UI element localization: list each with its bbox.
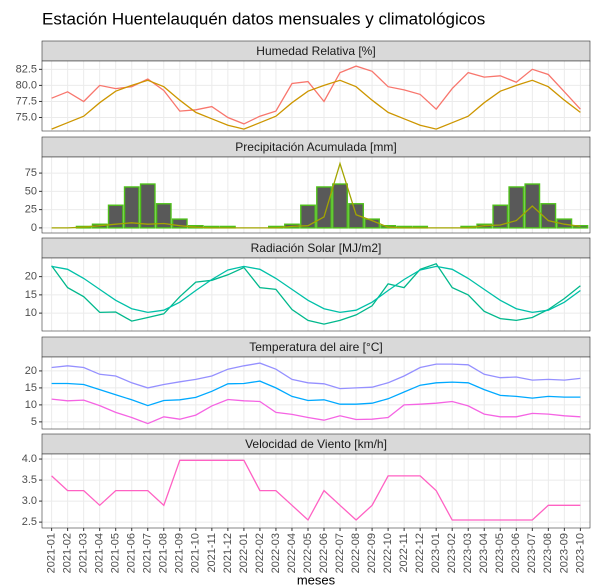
x-tick-label: 2022-01 bbox=[238, 533, 250, 573]
panel-border bbox=[41, 453, 591, 529]
x-tick-label: 2022-10 bbox=[382, 533, 394, 573]
panel-border bbox=[41, 60, 591, 132]
bar bbox=[107, 204, 124, 229]
x-tick-label: 2023-08 bbox=[542, 533, 554, 573]
x-tick-label: 2022-02 bbox=[254, 533, 266, 573]
x-tick-label: 2023-01 bbox=[430, 533, 442, 573]
x-tick-label: 2021-04 bbox=[94, 533, 106, 573]
y-tick-label: 82.5 bbox=[16, 63, 37, 75]
line bbox=[51, 161, 581, 229]
panel-title: Precipitación Acumulada [mm] bbox=[235, 140, 396, 154]
x-tick-label: 2023-10 bbox=[574, 533, 586, 573]
x-axis-label: meses bbox=[297, 572, 336, 587]
y-tick-label: 10 bbox=[25, 307, 37, 319]
y-tick-label: 15 bbox=[25, 289, 37, 301]
x-tick-label: 2022-11 bbox=[398, 533, 410, 573]
x-tick-label: 2023-06 bbox=[510, 533, 522, 573]
y-tick-label: 20 bbox=[25, 271, 37, 283]
x-tick-label: 2021-08 bbox=[158, 533, 170, 573]
x-tick-label: 2021-10 bbox=[190, 533, 202, 573]
bar bbox=[332, 183, 348, 229]
line bbox=[51, 398, 581, 425]
panel-title: Radiación Solar [MJ/m2] bbox=[251, 241, 382, 255]
x-tick-label: 2022-09 bbox=[366, 533, 378, 573]
line bbox=[51, 263, 581, 325]
bar bbox=[171, 218, 188, 229]
x-tick-label: 2021-02 bbox=[62, 533, 74, 573]
x-tick-label: 2022-05 bbox=[302, 533, 314, 573]
x-tick-label: 2023-07 bbox=[526, 533, 538, 573]
x-tick-label: 2021-09 bbox=[174, 533, 186, 573]
bar bbox=[155, 203, 172, 229]
x-tick-label: 2022-04 bbox=[286, 533, 298, 573]
x-tick-label: 2022-08 bbox=[350, 533, 362, 573]
panel-title: Velocidad de Viento [km/h] bbox=[245, 437, 387, 451]
line bbox=[51, 79, 581, 130]
panel-border bbox=[41, 257, 591, 332]
y-tick-label: 75 bbox=[25, 167, 37, 179]
x-tick-label: 2021-01 bbox=[46, 533, 58, 573]
x-tick-label: 2021-06 bbox=[126, 533, 138, 573]
y-tick-label: 3.0 bbox=[22, 495, 37, 507]
x-tick-label: 2023-09 bbox=[558, 533, 570, 573]
x-tick-label: 2021-11 bbox=[206, 533, 218, 573]
panel-title: Temperatura del aire [°C] bbox=[249, 340, 383, 354]
x-tick-label: 2022-07 bbox=[334, 533, 346, 573]
bar bbox=[139, 183, 156, 229]
y-tick-label: 5 bbox=[31, 416, 37, 428]
y-tick-label: 77.5 bbox=[16, 95, 37, 107]
panel-title: Humedad Relativa [%] bbox=[256, 44, 375, 58]
line bbox=[51, 459, 581, 522]
bar bbox=[316, 186, 332, 229]
x-tick-label: 2023-05 bbox=[494, 533, 506, 573]
panel-border bbox=[41, 156, 591, 234]
y-tick-label: 25 bbox=[25, 204, 37, 216]
line bbox=[51, 380, 581, 407]
bar bbox=[348, 203, 364, 229]
y-tick-label: 0 bbox=[31, 222, 37, 234]
bar bbox=[556, 218, 573, 229]
x-tick-label: 2021-07 bbox=[142, 533, 154, 573]
x-tick-label: 2021-03 bbox=[78, 533, 90, 573]
y-tick-label: 50 bbox=[25, 185, 37, 197]
x-tick-label: 2021-12 bbox=[222, 533, 234, 573]
y-tick-label: 20 bbox=[25, 365, 37, 377]
y-tick-label: 2.5 bbox=[22, 516, 37, 528]
x-tick-label: 2022-06 bbox=[318, 533, 330, 573]
bar bbox=[123, 186, 140, 229]
bar bbox=[572, 224, 589, 229]
y-tick-label: 80.0 bbox=[16, 79, 37, 91]
y-tick-label: 3.5 bbox=[22, 474, 37, 486]
y-tick-label: 10 bbox=[25, 399, 37, 411]
x-tick-label: 2022-03 bbox=[270, 533, 282, 573]
y-tick-label: 15 bbox=[25, 382, 37, 394]
x-tick-label: 2023-02 bbox=[446, 533, 458, 573]
bar bbox=[300, 204, 316, 229]
line bbox=[51, 362, 581, 390]
x-tick-label: 2023-03 bbox=[462, 533, 474, 573]
chart-title: Estación Huentelauquén datos mensuales y… bbox=[42, 9, 485, 28]
x-tick-label: 2022-12 bbox=[414, 533, 426, 573]
y-tick-label: 4.0 bbox=[22, 453, 37, 465]
line bbox=[51, 265, 581, 314]
bar bbox=[492, 204, 509, 229]
panel-border bbox=[41, 356, 591, 430]
panel bbox=[42, 61, 590, 131]
x-tick-label: 2023-04 bbox=[478, 533, 490, 573]
x-tick-label: 2021-05 bbox=[110, 533, 122, 573]
y-tick-label: 75.0 bbox=[16, 111, 37, 123]
